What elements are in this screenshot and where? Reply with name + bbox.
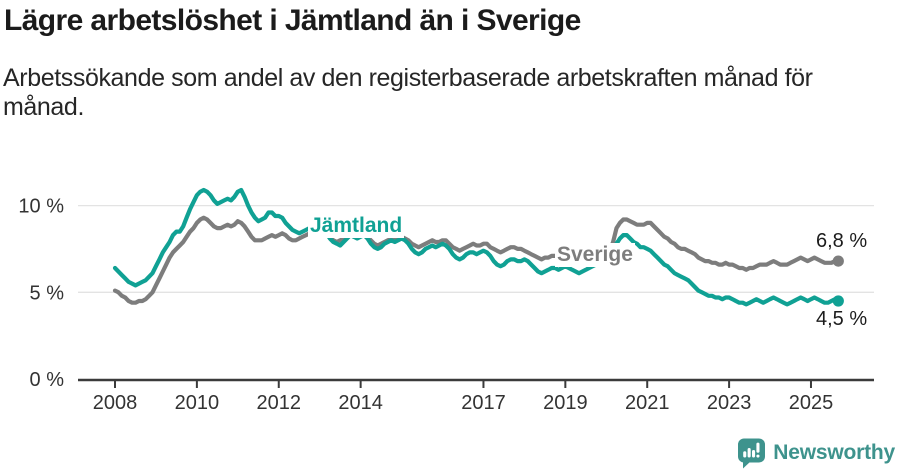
x-tick-label: 2008	[93, 392, 138, 414]
bar-chart-speech-bubble-icon	[738, 438, 766, 469]
sverige-end-dot	[832, 255, 844, 267]
y-tick-label: 10 %	[18, 196, 64, 218]
x-tick-label: 2025	[789, 392, 834, 414]
x-tick-label: 2021	[625, 392, 670, 414]
sverige-line	[112, 215, 841, 305]
x-tick-label: 2012	[257, 392, 302, 414]
x-tick-label: 2017	[461, 392, 506, 414]
newsworthy-logo: Newsworthy	[737, 437, 895, 469]
sverige-end-value-label: 6,8 %	[816, 230, 868, 252]
chart-subtitle-line1: Arbetssökande som andel av den registerb…	[3, 64, 813, 92]
jamtland-series-label: Jämtland	[308, 214, 405, 238]
chart-subtitle-line2: månad.	[3, 93, 84, 121]
x-tick-label: 2023	[707, 392, 752, 414]
x-tick-label: 2014	[338, 392, 383, 414]
x-tick-label: 2010	[175, 392, 220, 414]
x-tick-label: 2019	[543, 392, 588, 414]
sverige-series-label: Sverige	[555, 243, 635, 267]
y-tick-label: 0 %	[30, 369, 65, 391]
newsworthy-logo-text: Newsworthy	[773, 441, 895, 464]
page-title: Lägre arbetslöshet i Jämtland än i Sveri…	[4, 4, 581, 37]
chart-subtitle: Arbetssökande som andel av den registerb…	[3, 64, 813, 122]
jamtland-end-dot	[832, 295, 844, 307]
y-tick-label: 5 %	[30, 282, 65, 304]
jamtland-end-value-label: 4,5 %	[816, 308, 868, 330]
jamtland-line	[112, 187, 841, 307]
